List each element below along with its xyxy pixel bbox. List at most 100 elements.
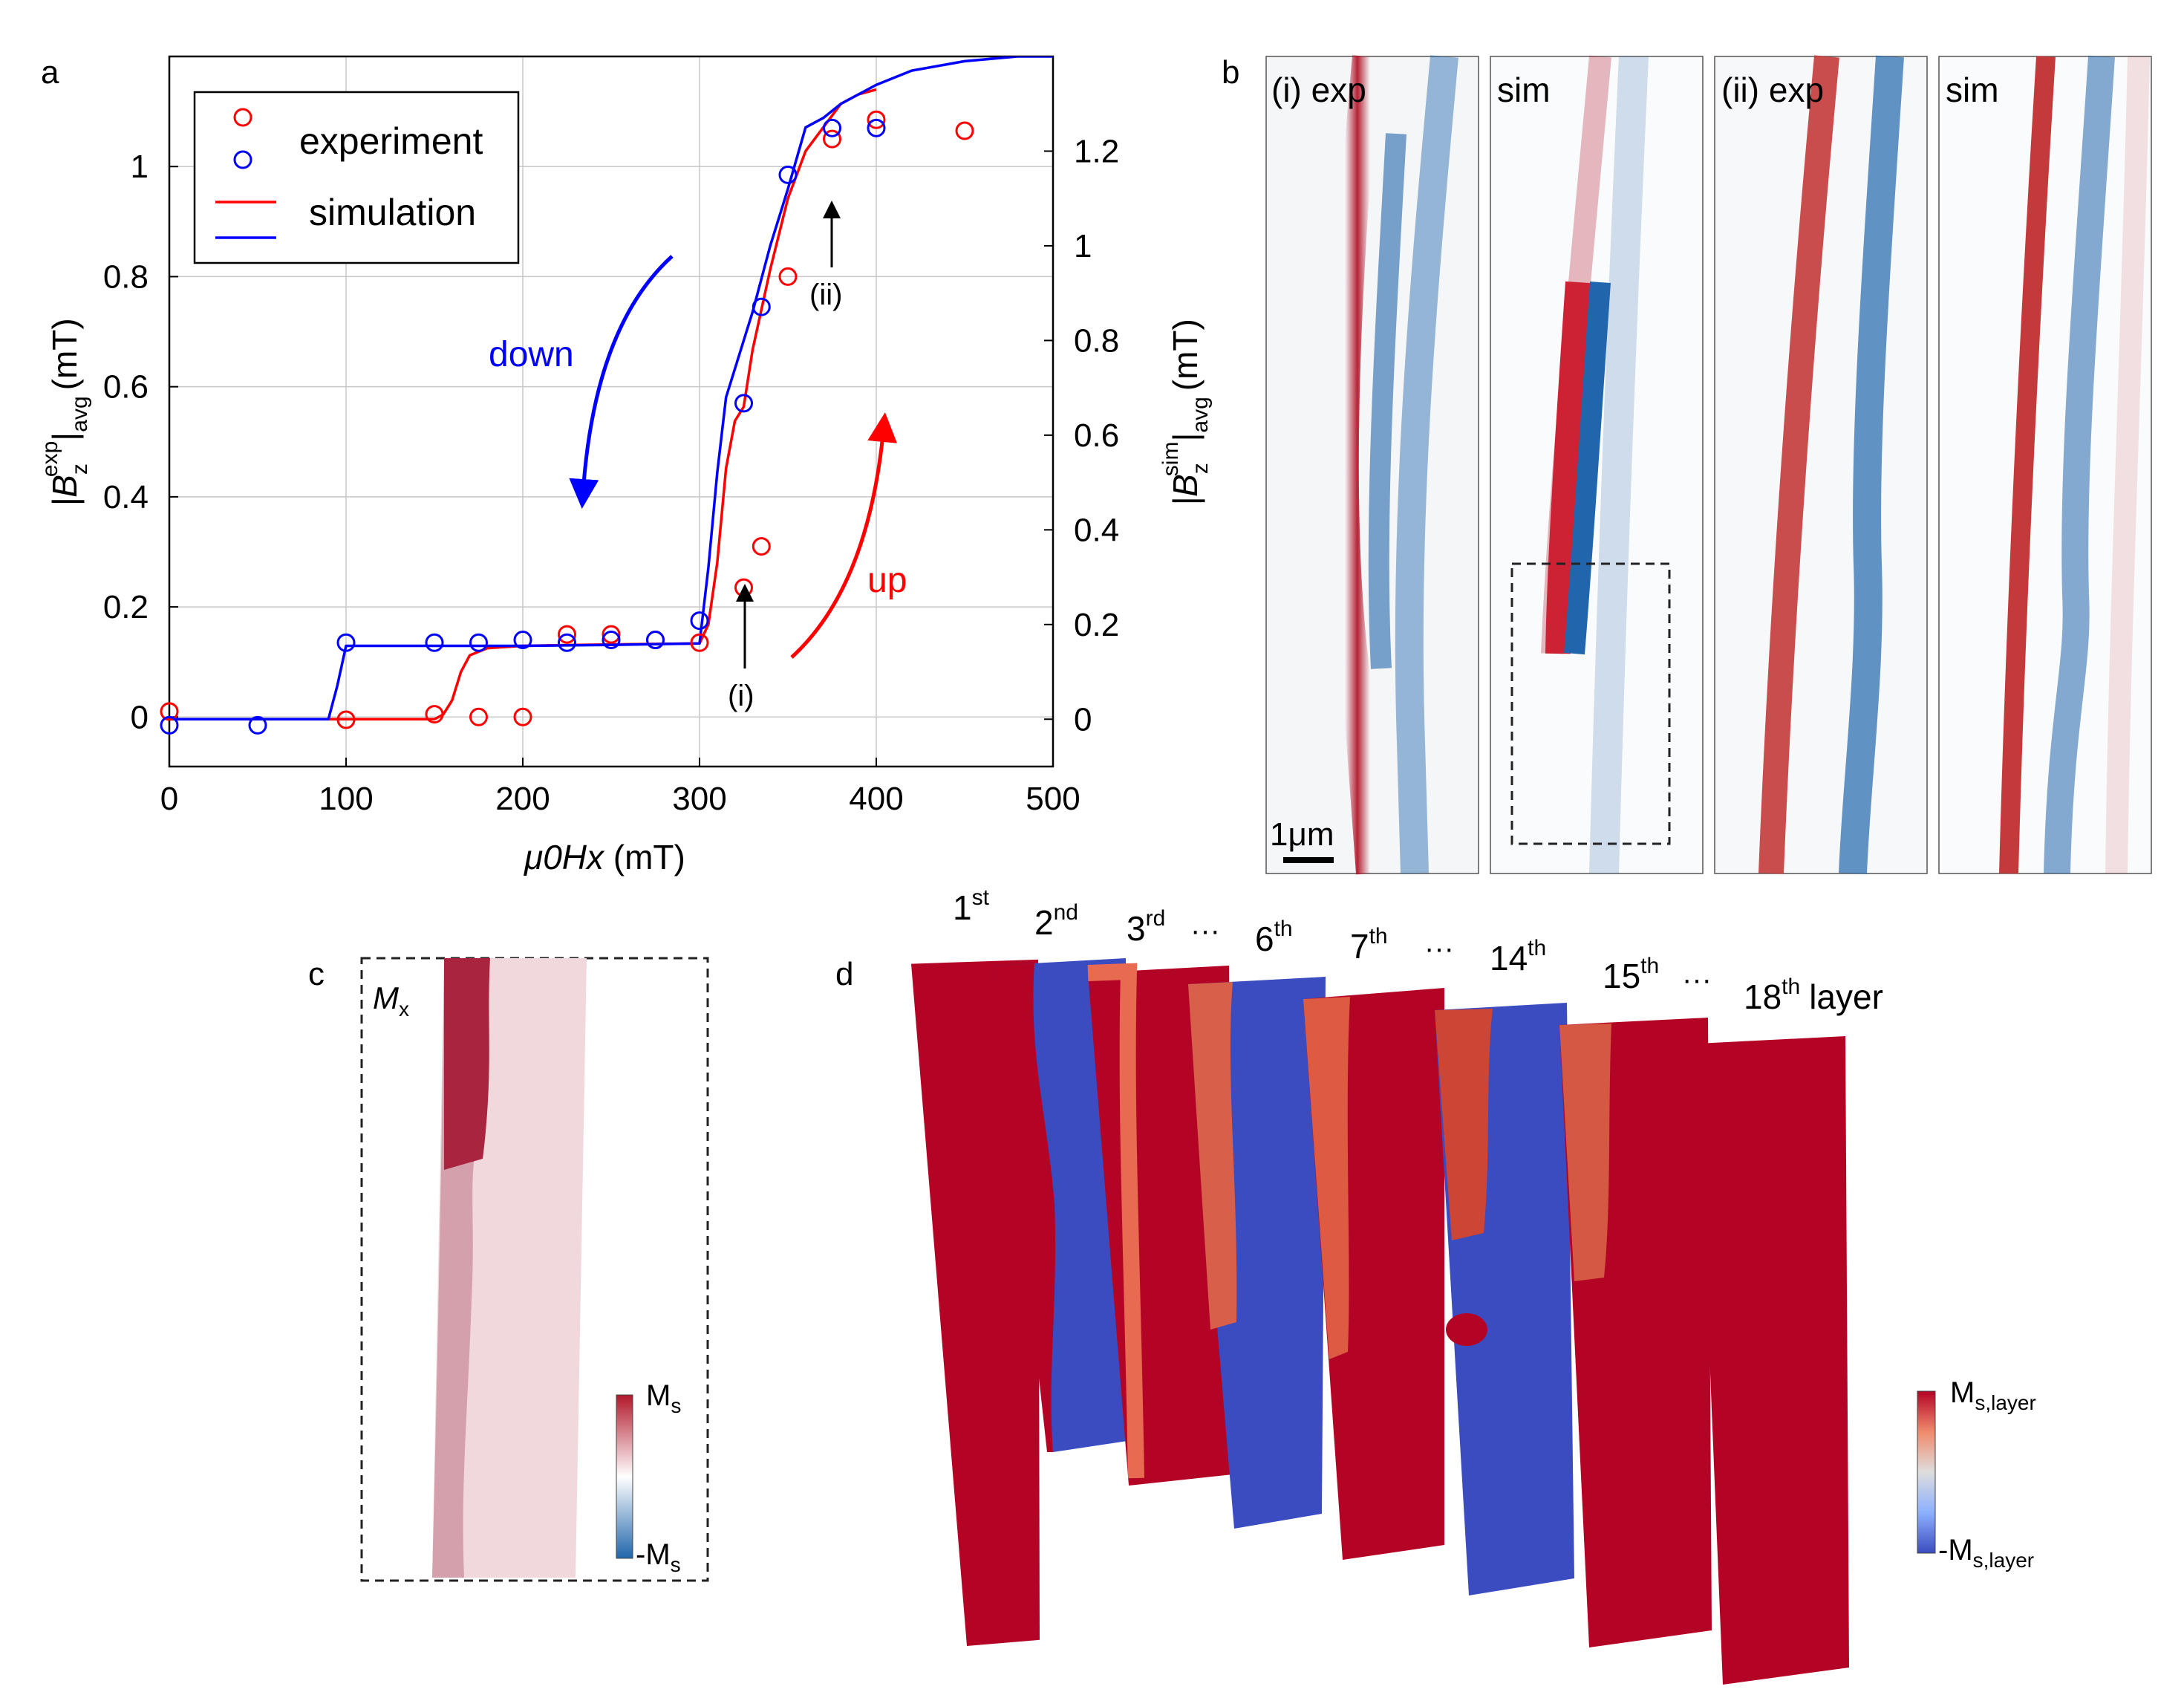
down-arrow: [569, 255, 674, 509]
y-axis-right-label: |Bzsim|avg(mT): [1158, 319, 1213, 506]
image-label-i-exp: (i) exp: [1271, 71, 1366, 109]
legend-red-marker: [233, 108, 252, 127]
layer-label-18: 18th layer: [1744, 975, 1883, 1016]
x-tick-label: 400: [849, 781, 903, 817]
image-ii-exp: (ii) exp: [1714, 55, 1928, 874]
zoom-box: [1510, 562, 1671, 845]
legend-blue-marker: [233, 150, 252, 169]
ellipsis-3: ···: [1682, 963, 1712, 996]
annotation-i: (i): [728, 680, 754, 712]
data-point-red: [823, 129, 841, 149]
panel-label-d: d: [835, 956, 853, 992]
legend-experiment: experiment: [299, 120, 483, 162]
data-point-blue: [752, 297, 771, 316]
image-label-ii-exp: (ii) exp: [1721, 71, 1824, 109]
y-tick-label-left: 0.2: [103, 589, 149, 625]
data-point-red: [867, 110, 886, 129]
data-point-blue: [160, 715, 179, 735]
data-point-blue: [425, 633, 444, 652]
cb-d-top: Ms,layer: [1950, 1376, 2036, 1414]
annotation-ii: (ii): [809, 279, 842, 311]
data-point-red: [160, 702, 179, 721]
y-tick-label-right: 1.2: [1074, 133, 1119, 169]
panel-c-colorbar: [616, 1394, 633, 1559]
layer-sheet-6: [1188, 977, 1326, 1529]
data-point-red: [955, 121, 974, 140]
scale-bar-label: 1μm: [1270, 816, 1334, 853]
data-point-red: [752, 537, 771, 556]
panel-d: d: [835, 885, 2036, 1685]
y-tick-label-left: 1: [131, 149, 149, 185]
cb-d-bottom: -Ms,layer: [1938, 1534, 2034, 1572]
panel-label-b: b: [1222, 54, 1239, 91]
panel-label-c: c: [308, 956, 325, 992]
y-tick-label-left: 0.8: [103, 258, 149, 295]
data-point-red: [425, 705, 444, 724]
y-ticks-right: 0 0.2 0.4 0.6 0.8 1 1.2: [1044, 133, 1119, 738]
layer-label-15: 15th: [1603, 954, 1659, 995]
layer-sheet-7: [1303, 988, 1444, 1560]
layer-label-14: 14th: [1490, 936, 1546, 977]
data-point-blue: [558, 633, 576, 652]
y-tick-label-right: 0.6: [1074, 417, 1119, 454]
layer-label-6: 6th: [1255, 917, 1293, 958]
data-point-blue: [823, 118, 841, 137]
data-point-blue: [336, 633, 356, 652]
down-label: down: [489, 335, 574, 374]
legend: experiment simulation: [193, 91, 520, 264]
data-point-blue: [469, 633, 488, 652]
y-axis-left-label: |Bzexp|avg(mT): [38, 318, 92, 506]
data-point-red: [602, 625, 621, 644]
data-point-blue: [734, 394, 753, 413]
x-tick-label: 300: [672, 781, 726, 817]
data-point-red: [778, 267, 798, 286]
layer-label-2: 2nd: [1034, 900, 1078, 942]
data-point-red: [336, 710, 356, 729]
up-arrow: [790, 412, 898, 659]
plot-frame: [168, 55, 1054, 768]
panel-label-a: a: [41, 54, 59, 91]
data-point-red: [690, 633, 709, 652]
panel-d-colorbar: [1917, 1390, 1936, 1554]
layer-labels: 1st 2nd 3rd ··· 6th 7th ··· 14th 15th ··…: [953, 885, 1883, 1016]
series-layer: [169, 56, 1053, 721]
image-label-sim-1: sim: [1497, 71, 1551, 109]
image-sim-1: sim: [1490, 55, 1704, 874]
data-point-blue: [513, 631, 532, 650]
y-tick-label-right: 0.4: [1074, 512, 1119, 548]
layer-sheet-1: [911, 959, 1040, 1646]
mx-label: Mx: [373, 980, 409, 1021]
y-ticks-left: 0 0.2 0.4 0.6 0.8 1: [103, 149, 178, 735]
data-point-blue: [248, 715, 267, 735]
image-sim-2: sim: [1938, 55, 2152, 874]
x-tick-label: 100: [319, 781, 373, 817]
mx-domain-dark: [444, 958, 490, 1170]
x-ticks: 0 100 200 300 400 500: [160, 758, 1080, 817]
x-tick-label: 200: [495, 781, 550, 817]
layer-label-3: 3rd: [1127, 906, 1165, 948]
y-tick-label-left: 0.6: [103, 369, 149, 406]
y-tick-label-left: 0.4: [103, 479, 149, 515]
data-point-blue: [867, 118, 886, 137]
data-point-blue: [690, 611, 709, 631]
points-layer: [160, 110, 974, 735]
panel-a: a 0 100 200 300 400 500 0 0.2 0.4 0.6 0.8 1 0 0.2 0.…: [38, 54, 1213, 876]
series-line-red: [169, 88, 877, 721]
cb-c-bottom: -Ms: [636, 1538, 681, 1576]
x-tick-label: 0: [160, 781, 178, 817]
y-tick-label-left: 0: [131, 699, 149, 735]
layer-sheet-14: [1435, 1003, 1574, 1595]
layer-label-7: 7th: [1350, 924, 1388, 966]
image-i-exp: 1μm (i) exp: [1265, 55, 1479, 875]
y-tick-label-right: 0.2: [1074, 607, 1119, 643]
image-label-sim-2: sim: [1946, 71, 1999, 109]
up-label: up: [867, 561, 907, 600]
panel-c: c Mx Ms -Ms: [308, 956, 709, 1582]
panel-b: b 1μm (i) exp sim (ii) exp: [1222, 54, 2152, 875]
cb-c-top: Ms: [646, 1379, 681, 1417]
legend-simulation: simulation: [309, 192, 476, 233]
x-tick-label: 500: [1026, 781, 1080, 817]
layer-sheet-15: [1559, 1018, 1712, 1647]
series-line-blue: [169, 56, 1053, 721]
